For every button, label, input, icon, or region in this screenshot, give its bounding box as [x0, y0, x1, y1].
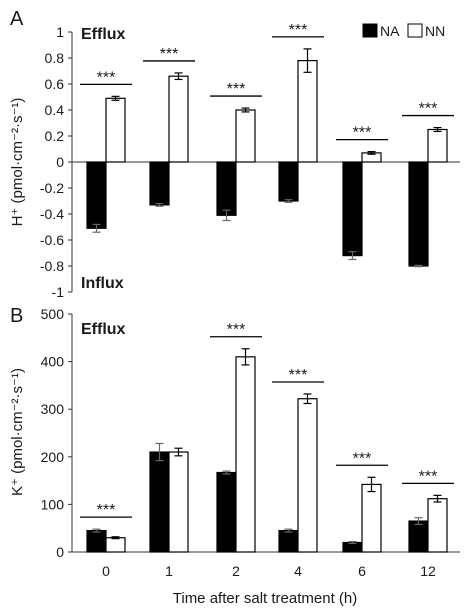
panel-a-bar-nn	[427, 128, 448, 163]
panel-b-bar-nn	[427, 498, 448, 553]
panel-a-bar-na	[86, 161, 107, 229]
panel-a-y-axis-label: H⁺ (pmol·cm⁻²·s⁻¹)	[9, 98, 26, 227]
panel-b-significance-label: ***	[289, 367, 308, 384]
panel-a-significance-label: ***	[353, 125, 372, 142]
panel-b-bar-na	[278, 529, 299, 553]
panel-a-y-tick-label: -1	[52, 284, 65, 300]
panel-a-label: A	[10, 8, 24, 30]
panel-a-y-tick-label: 0	[56, 154, 64, 170]
panel-a-significance-label: ***	[97, 69, 116, 86]
panel-a-y-tick-label: 0.4	[45, 102, 65, 118]
panel-b-bar-na	[408, 520, 429, 553]
panel-b-x-tick-label: 12	[420, 563, 436, 579]
panel-a-legend: NA NN	[362, 23, 445, 39]
panel-a-y-tick-label: -0.8	[40, 258, 64, 274]
panel-b-bar-na	[149, 451, 170, 553]
panel-b: B Efflux K⁺ (pmol·cm⁻²·s⁻¹) 500400300200…	[9, 305, 460, 579]
panel-b-bar-nn	[168, 451, 189, 553]
panel-a-y-tick-label: -0.4	[40, 206, 64, 222]
panel-a-significance-label: ***	[227, 81, 246, 98]
legend-label-nn: NN	[425, 23, 445, 39]
panel-a-y-tick-label: -0.6	[40, 232, 64, 248]
panel-a-y-tick-label: 1	[56, 24, 64, 40]
panel-b-x-tick-label: 0	[102, 563, 110, 579]
panel-b-bar-na	[216, 471, 237, 553]
panel-b-x-tick-label: 2	[232, 563, 240, 579]
panel-a-bar-na	[149, 161, 170, 206]
panel-b-y-tick-label: 0	[56, 544, 64, 560]
panel-b-y-tick-label: 300	[41, 401, 65, 417]
panel-b-bar-nn	[361, 483, 382, 553]
panel-a-bar-nn	[297, 59, 318, 163]
panel-b-significance-label: ***	[97, 502, 116, 519]
legend-swatch-na	[362, 23, 378, 38]
legend-label-na: NA	[380, 23, 400, 39]
panel-a-bar-na	[278, 161, 299, 202]
panel-a-significance-label: ***	[289, 22, 308, 39]
panel-b-y-tick-label: 200	[41, 449, 65, 465]
panel-a-y-tick-label: 0.2	[45, 128, 65, 144]
panel-b-bar-nn	[297, 398, 318, 553]
panel-a-bar-nn	[235, 109, 256, 163]
legend-swatch-nn	[407, 23, 423, 38]
panel-a-y-tick-label: 0.6	[45, 76, 65, 92]
panel-b-y-tick-label: 500	[41, 306, 65, 322]
panel-b-label: B	[10, 305, 23, 327]
panel-b-x-tick-label: 1	[165, 563, 173, 579]
panel-b-bar-nn	[235, 356, 256, 553]
panel-a-bar-nn	[105, 97, 126, 163]
panel-b-significance-label: ***	[353, 450, 372, 467]
panel-a-bar-na	[216, 161, 237, 216]
panel-b-y-tick-label: 400	[41, 354, 65, 370]
x-axis-label: Time after salt treatment (h)	[173, 590, 358, 607]
panel-a-significance-label: ***	[160, 46, 179, 63]
panel-b-bar-nn	[105, 537, 126, 553]
panel-a-significance-label: ***	[419, 101, 438, 118]
panel-b-annotation-efflux: Efflux	[81, 321, 126, 338]
panel-b-significance-label: ***	[227, 322, 246, 339]
panel-b-y-axis-label: K⁺ (pmol·cm⁻²·s⁻¹)	[9, 368, 26, 496]
panel-a-annotation-efflux: Efflux	[81, 26, 126, 43]
panel-b-x-tick-label: 4	[294, 563, 302, 579]
panel-a-plot: 1 0.8 0.6 0.4 0.2 0 -0.2 -0.4 -0.6 -0.8 -1 *** *** **…	[40, 22, 460, 300]
panel-b-x-tick-label: 6	[358, 563, 366, 579]
panel-b-bar-na	[86, 529, 107, 553]
panel-a-bar-nn	[168, 75, 189, 163]
panel-a-bar-na	[408, 161, 429, 267]
panel-a-y-tick-label: -0.2	[40, 180, 64, 196]
panel-a-y-tick-label: 0.8	[45, 50, 65, 66]
panel-a: A Efflux Influx H⁺ (pmol·cm⁻²·s⁻¹) NA NN…	[9, 8, 460, 300]
panel-b-y-tick-label: 100	[41, 496, 65, 512]
panel-a-bar-na	[342, 161, 363, 257]
panel-b-significance-label: ***	[419, 468, 438, 485]
panel-a-annotation-influx: Influx	[81, 275, 124, 292]
